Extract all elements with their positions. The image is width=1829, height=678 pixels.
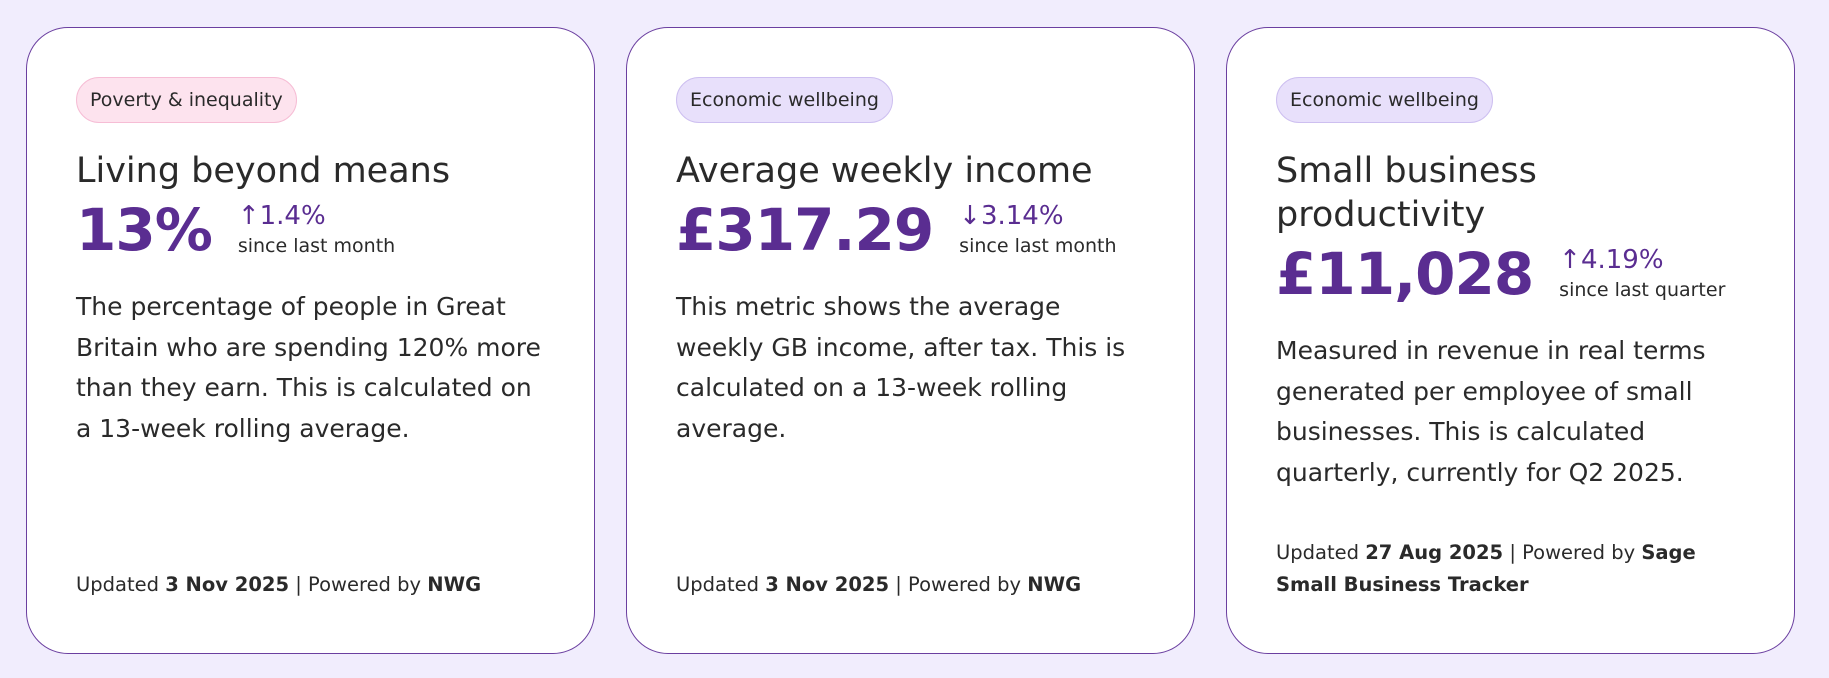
category-tag: Economic wellbeing xyxy=(1276,77,1493,123)
footer: Updated 27 Aug 2025 | Powered by Sage Sm… xyxy=(1276,537,1745,601)
metric-row: £317.29 ↓3.14% since last month xyxy=(676,195,1145,265)
updated-date: 27 Aug 2025 xyxy=(1365,541,1504,564)
metric-change: ↑4.19% xyxy=(1559,245,1664,275)
change-box: ↑1.4% since last month xyxy=(238,201,395,259)
updated-date: 3 Nov 2025 xyxy=(165,573,290,596)
card-list: Poverty & inequality Living beyond means 1… xyxy=(26,27,1795,654)
change-box: ↓3.14% since last month xyxy=(959,201,1116,259)
change-period: since last quarter xyxy=(1559,279,1726,301)
powered-label: | Powered by xyxy=(295,573,422,596)
powered-label: | Powered by xyxy=(895,573,1022,596)
metric-change: ↑1.4% xyxy=(237,201,326,231)
footer: Updated 3 Nov 2025 | Powered by NWG xyxy=(676,569,1145,601)
card-title: Average weekly income xyxy=(676,151,1093,191)
metric-value: £11,028 xyxy=(1276,240,1534,308)
updated-label: Updated xyxy=(1276,541,1359,564)
metric-card: Economic wellbeing Small business product… xyxy=(1226,27,1795,654)
source: NWG xyxy=(1027,573,1082,596)
description: The percentage of people in Great Britai… xyxy=(76,292,541,443)
metric-card: Poverty & inequality Living beyond means 1… xyxy=(26,27,595,654)
description: This metric shows the average weekly GB … xyxy=(676,292,1126,443)
source: NWG xyxy=(427,573,482,596)
source: Sage Small Business Tracker xyxy=(1276,541,1696,596)
change-box: ↑4.19% since last quarter xyxy=(1559,245,1725,303)
metric-card: Economic wellbeing Average weekly income £… xyxy=(626,27,1195,654)
metric-row: 13% ↑1.4% since last month xyxy=(76,195,545,265)
updated-label: Updated xyxy=(676,573,759,596)
updated-label: Updated xyxy=(76,573,159,596)
category-tag: Poverty & inequality xyxy=(76,77,297,123)
metric-change: ↓3.14% xyxy=(959,201,1064,231)
powered-label: | Powered by xyxy=(1509,541,1636,564)
category-tag: Economic wellbeing xyxy=(676,77,893,123)
card-title: Living beyond means xyxy=(76,151,451,191)
change-period: since last month xyxy=(237,235,396,257)
metric-row: £11,028 ↑4.19% since last quarter xyxy=(1276,239,1745,309)
description: Measured in revenue in real terms genera… xyxy=(1276,336,1706,487)
metric-value: 13% xyxy=(76,196,213,264)
updated-date: 3 Nov 2025 xyxy=(765,573,890,596)
change-period: since last month xyxy=(959,235,1117,257)
metric-value: £317.29 xyxy=(676,196,934,264)
card-title: Small business productivity xyxy=(1276,151,1537,235)
footer: Updated 3 Nov 2025 | Powered by NWG xyxy=(76,569,545,601)
